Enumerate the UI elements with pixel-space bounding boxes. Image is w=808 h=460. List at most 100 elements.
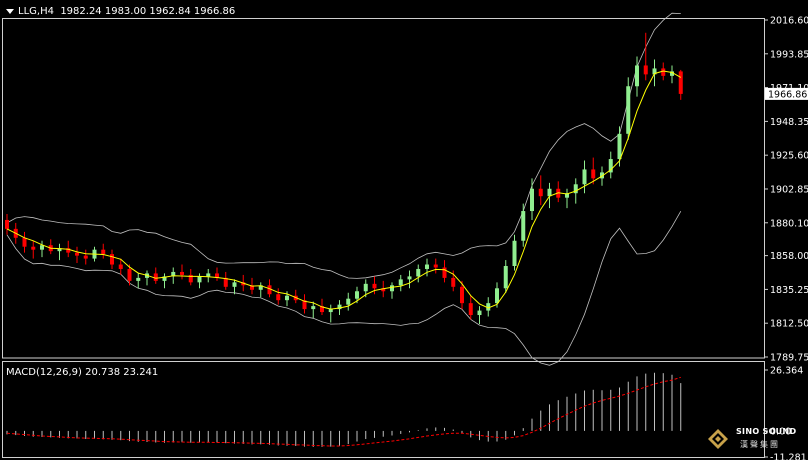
- candle-body: [425, 264, 429, 269]
- candle-body: [197, 276, 202, 283]
- candle-body: [381, 288, 386, 292]
- candle-body: [162, 276, 167, 281]
- candle: [442, 260, 447, 283]
- candle-body: [337, 304, 342, 310]
- candle-body: [661, 68, 666, 76]
- candle-body: [118, 264, 123, 269]
- candle-body: [451, 277, 456, 287]
- candle: [153, 267, 158, 284]
- candle-body: [5, 219, 9, 229]
- candle-body: [486, 303, 491, 311]
- candle: [101, 243, 106, 259]
- candle-body: [31, 246, 36, 250]
- price-tick-label: 1789.75: [770, 353, 808, 364]
- bollinger-upper: [6, 12, 681, 279]
- candle-body: [110, 254, 114, 265]
- chart-frame: [2, 18, 765, 458]
- candle-body: [468, 303, 473, 316]
- candle: [521, 203, 526, 247]
- candle-body: [617, 133, 622, 160]
- candle-body: [267, 285, 272, 295]
- logo-diamond-icon: [708, 429, 728, 449]
- candle: [258, 282, 263, 298]
- candle-body: [57, 248, 62, 252]
- candle: [197, 273, 202, 289]
- candle: [223, 271, 228, 290]
- candle: [678, 69, 683, 100]
- candle-body: [582, 169, 587, 185]
- candle-body: [83, 255, 88, 259]
- candle-body: [285, 295, 289, 301]
- candle-body: [407, 276, 412, 280]
- candle-body: [643, 65, 648, 75]
- bollinger-bands: [6, 12, 682, 366]
- candle-body: [591, 169, 596, 179]
- candle-body: [547, 188, 552, 197]
- candle-body: [346, 298, 351, 305]
- candle: [477, 306, 482, 324]
- candle: [31, 240, 36, 259]
- candle-body: [188, 274, 193, 283]
- price-axis: 2016.601993.851971.101948.351925.601902.…: [764, 16, 808, 364]
- candle: [48, 239, 53, 255]
- candle: [5, 214, 9, 235]
- candle: [398, 274, 403, 292]
- candle-body: [626, 86, 631, 134]
- candle: [57, 243, 62, 261]
- candle-body: [460, 286, 464, 304]
- candle: [460, 280, 464, 310]
- candle-body: [652, 68, 657, 75]
- candle-body: [495, 288, 499, 304]
- candle-body: [223, 277, 228, 287]
- candle-body: [127, 268, 132, 281]
- price-tick-label: 1858.00: [770, 251, 808, 262]
- candle-body: [171, 271, 176, 277]
- ohlc-readout: 1982.24 1983.00 1962.84 1966.86: [60, 6, 236, 17]
- candle-body: [136, 277, 141, 281]
- price-panel-border: [2, 18, 765, 359]
- macd-axis: 26.364 0.00 -11.281: [764, 366, 807, 460]
- candle-body: [390, 285, 394, 292]
- candlesticks: [5, 32, 683, 324]
- macd-header: MACD(12,26,9) 20.738 23.241: [6, 367, 159, 378]
- candle: [608, 151, 613, 179]
- candle: [670, 65, 674, 84]
- candle-body: [66, 248, 71, 253]
- current-price-box: [765, 87, 808, 100]
- price-tick-label: 1812.50: [770, 319, 808, 330]
- price-tick-label: 2016.60: [770, 16, 808, 27]
- logo-subtitle: 漢聲集團: [740, 440, 780, 449]
- candle: [215, 267, 219, 281]
- candle: [652, 59, 657, 87]
- candle-body: [22, 237, 27, 247]
- moving-average: [6, 70, 682, 310]
- candle: [468, 295, 473, 320]
- candle: [538, 175, 543, 206]
- logo-name: SINO SOUND: [736, 427, 797, 436]
- candle: [530, 178, 534, 220]
- candle: [75, 246, 79, 264]
- price-tick-label: 1835.25: [770, 285, 808, 296]
- chart-header: LLG,H4 1982.24 1983.00 1962.84 1966.86: [6, 6, 235, 17]
- current-price-label: 1966.86: [768, 89, 807, 100]
- candle-body: [40, 245, 44, 250]
- candle: [276, 288, 281, 305]
- candle: [40, 240, 44, 258]
- price-tick-label: 1880.10: [770, 218, 808, 229]
- candle: [118, 258, 123, 275]
- candle-body: [180, 271, 184, 275]
- candle-body: [153, 273, 158, 281]
- candle: [390, 282, 394, 299]
- candle-body: [241, 282, 246, 286]
- candle-body: [503, 266, 508, 289]
- candle-body: [398, 279, 403, 286]
- candle-body: [363, 283, 368, 292]
- candle-body: [101, 249, 106, 255]
- candle-body: [215, 273, 219, 278]
- dropdown-triangle-icon[interactable]: [6, 8, 14, 14]
- candle: [206, 268, 211, 283]
- candle: [565, 188, 569, 209]
- candle: [503, 260, 508, 293]
- candle: [346, 292, 351, 311]
